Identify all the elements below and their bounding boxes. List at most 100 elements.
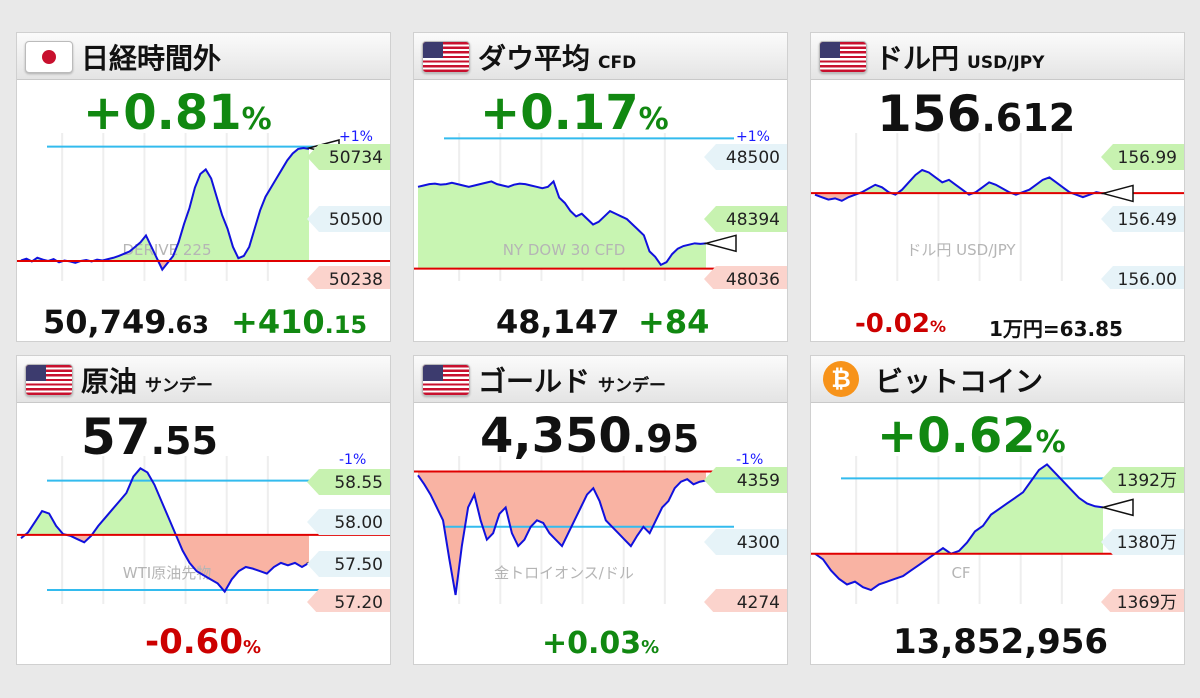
price-label: 57.20 [334,593,383,612]
price-value: 4,350.95 [480,408,700,464]
card-header[interactable]: ドル円 USD/JPY [811,33,1184,80]
price-label: 156.00 [1118,270,1177,289]
price-change: +84 [638,303,710,341]
bitcoin-icon: ₿ [823,361,859,397]
card-dow[interactable]: ダウ平均 CFD +0.17% NY DOW 30 CFD +1% 48500 4839… [413,32,788,342]
us-flag-icon [422,364,470,396]
up-area [21,468,309,535]
change-percent: +0.81% [83,85,272,141]
last-price-marker [1100,184,1134,203]
down-area [21,534,309,592]
card-title: ドル円 USD/JPY [875,42,1045,75]
price-chart: 金トロイオンス/ドル -1% 4359 4300 4274 [414,452,787,612]
price-label-box [1101,144,1184,170]
card-title: ビットコイン [875,365,1044,398]
change-percent: -0.02% [855,309,946,339]
price-label: 58.00 [334,513,383,533]
card-header[interactable]: ₿ ビットコイン [811,356,1184,403]
change-percent: -0.60% [145,622,262,662]
price-chart: DERIVE 225 +1% 50734 50500 50238 [17,129,390,289]
chart-watermark: CF [951,564,970,582]
price-value: 13,852,956 [893,622,1109,662]
card-title: ゴールド サンデー [478,365,667,398]
price-label-box [307,509,390,535]
percent-band-label: +1% [736,129,770,145]
change-percent: +0.03% [542,626,660,661]
price-value: 156.612 [877,85,1076,143]
card-crude-oil[interactable]: 原油 サンデー 57.55 WTI原油先物 -1% 58.55 58.00 57.50 57… [16,355,391,665]
price-value: 50,749.63 [43,303,209,341]
up-area [815,170,1103,194]
price-label: 57.50 [334,555,383,575]
price-label: 1392万 [1117,471,1177,491]
price-label-box [704,529,787,555]
card-title: 原油 サンデー [81,365,214,398]
price-label-box [704,206,787,232]
price-label: 1380万 [1117,533,1177,553]
price-label-box [307,144,390,170]
up-area [815,464,1103,554]
price-label: 156.99 [1118,148,1177,168]
price-label-box [704,467,787,493]
price-label-box [307,469,390,495]
price-label-box [307,206,390,232]
down-area [418,471,706,595]
price-line [814,463,1104,592]
price-label: 48036 [726,270,780,289]
price-label: 58.55 [334,473,383,493]
price-label-box [307,589,390,612]
price-label-box [704,589,787,612]
last-price-marker [703,234,737,253]
price-line [814,168,1104,202]
chart-watermark: WTI原油先物 [123,564,211,582]
card-header[interactable]: 日経時間外 [17,33,390,80]
chart-watermark: DERIVE 225 [122,241,211,259]
price-label-box [704,266,787,289]
last-price-marker [1100,498,1134,517]
card-bitcoin[interactable]: ₿ ビットコイン +0.62% CF 1392万 1380万 1369万 13,852… [810,355,1185,665]
price-label-box [1101,529,1184,555]
card-header[interactable]: 原油 サンデー [17,356,390,403]
price-label-box [1101,206,1184,232]
us-flag-icon [25,364,73,396]
price-chart: CF 1392万 1380万 1369万 [811,452,1184,612]
price-chart: WTI原油先物 -1% 58.55 58.00 57.50 57.20 [17,452,390,612]
card-header[interactable]: ダウ平均 CFD [414,33,787,80]
up-area [418,181,706,269]
price-label-box [307,551,390,577]
card-header[interactable]: ゴールド サンデー [414,356,787,403]
price-label-box [704,144,787,170]
up-area [21,148,309,261]
us-flag-icon [422,41,470,73]
percent-band-label: +1% [339,129,373,145]
price-label-box [1101,467,1184,493]
japan-flag-icon [25,41,73,73]
price-label: 4274 [737,593,780,612]
price-chart: ドル円 USD/JPY 156.99 156.49 156.00 [811,129,1184,289]
price-label-box [307,266,390,289]
card-usdjpy[interactable]: ドル円 USD/JPY 156.612 ドル円 USD/JPY 156.99 156.… [810,32,1185,342]
price-label: 50734 [329,148,383,168]
price-chart: NY DOW 30 CFD +1% 48500 48394 48036 [414,129,787,289]
price-value: 57.55 [81,408,218,466]
price-label: 4300 [737,533,780,553]
chart-watermark: 金トロイオンス/ドル [494,564,634,582]
price-value: 48,147 [496,303,620,341]
price-label: 4359 [737,471,780,491]
percent-band-label: -1% [339,452,366,468]
price-label: 50238 [329,270,383,289]
card-gold[interactable]: ゴールド サンデー 4,350.95 金トロイオンス/ドル -1% 4359 4300 4… [413,355,788,665]
chart-watermark: NY DOW 30 CFD [503,241,626,259]
conversion-rate: 1万円=63.85 [989,317,1123,341]
card-title: 日経時間外 [81,42,222,75]
change-percent: +0.62% [877,408,1066,464]
price-change: +410.15 [231,303,368,341]
price-line [417,179,707,267]
card-nikkei[interactable]: 日経時間外 +0.81% DERIVE 225 +1% 50734 50500 5023… [16,32,391,342]
price-label-box [1101,589,1184,612]
price-line [417,474,707,596]
us-flag-icon [819,41,867,73]
price-label: 48394 [726,210,780,230]
price-label: 1369万 [1117,593,1177,612]
